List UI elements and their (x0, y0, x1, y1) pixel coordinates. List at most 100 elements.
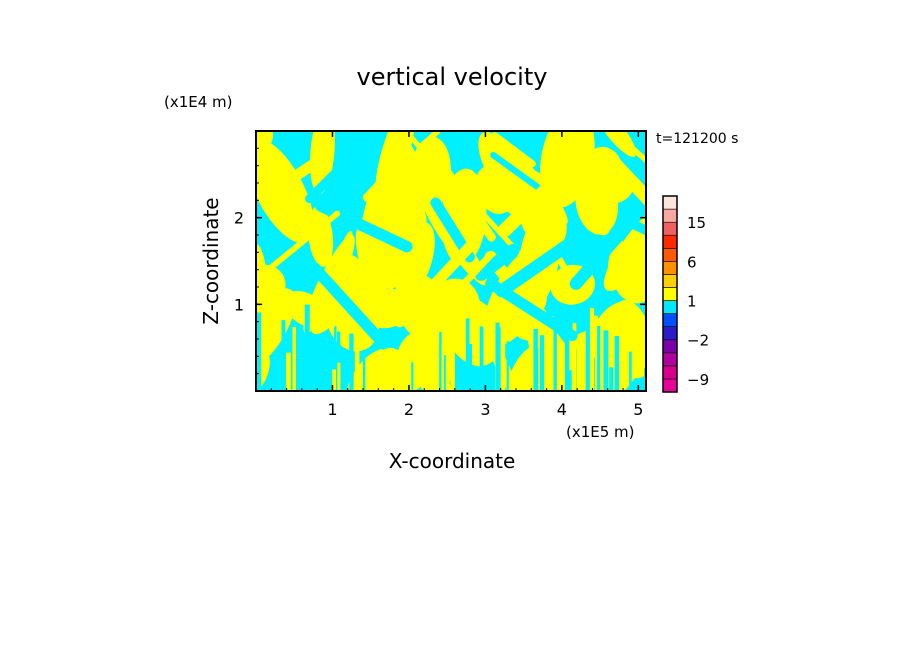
colorbar-segment (662, 352, 678, 367)
velocity-band (498, 178, 558, 237)
positive-velocity-patch (310, 131, 335, 195)
plot-frame (255, 130, 647, 392)
velocity-streak (372, 353, 376, 391)
positive-velocity-patch (409, 136, 451, 212)
x-tick-label: 1 (327, 400, 337, 419)
colorbar-segment (662, 234, 678, 249)
velocity-streak (336, 331, 341, 391)
velocity-streak (426, 357, 431, 391)
velocity-band (362, 165, 397, 202)
positive-velocity-patch (609, 300, 646, 379)
colorbar-segment (662, 274, 678, 288)
velocity-streak (337, 362, 341, 391)
x-tick-label: 5 (633, 400, 643, 419)
colorbar-tick-label: 6 (687, 253, 697, 271)
velocity-streak (450, 310, 455, 391)
velocity-streak (468, 343, 472, 391)
velocity-streak (552, 303, 557, 391)
x-axis-label: X-coordinate (389, 449, 516, 473)
velocity-streak (334, 326, 337, 391)
chart-title: vertical velocity (357, 63, 548, 91)
positive-velocity-patch (256, 288, 296, 370)
x-tick-label: 3 (480, 400, 490, 419)
velocity-streak (566, 370, 572, 391)
velocity-streak (443, 355, 446, 391)
velocity-band (491, 132, 536, 168)
velocity-streak (522, 362, 527, 391)
colorbar-segment (662, 326, 678, 341)
velocity-band (490, 151, 542, 191)
velocity-band (600, 148, 646, 226)
velocity-streak (413, 339, 416, 391)
colorbar-segment (662, 260, 678, 275)
velocity-band (541, 267, 580, 301)
velocity-streak (495, 322, 500, 391)
velocity-streak (533, 348, 539, 391)
velocity-streak (614, 335, 620, 391)
colorbar-segment (662, 365, 678, 380)
velocity-band (309, 262, 390, 350)
velocity-streak (349, 333, 354, 391)
velocity-band (305, 147, 362, 204)
velocity-streak (354, 309, 360, 391)
velocity-streak (589, 308, 595, 391)
colorbar-frame (662, 195, 678, 393)
velocity-band (394, 237, 479, 328)
velocity-streak (603, 330, 609, 391)
velocity-streak (479, 326, 484, 391)
velocity-streak (621, 331, 625, 391)
velocity-streak (375, 369, 380, 391)
velocity-streak (572, 323, 577, 391)
velocity-streak (304, 304, 310, 391)
colorbar-segment (662, 287, 678, 301)
velocity-streak (497, 326, 503, 391)
velocity-streak (609, 367, 614, 391)
velocity-band (566, 175, 611, 236)
colorbar-segment (662, 378, 678, 393)
colorbar-tick-label: −2 (687, 332, 709, 350)
x-axis-ticks: 1 2 3 4 5 (270, 131, 643, 419)
velocity-streak (362, 349, 366, 391)
velocity-band (273, 149, 333, 193)
velocity-band (440, 251, 494, 309)
velocity-band (606, 131, 646, 164)
velocity-streak (332, 369, 336, 391)
colorbar-tick-label: −9 (687, 371, 709, 389)
velocity-streak (597, 325, 601, 391)
time-label: t=121200 s (656, 131, 738, 147)
velocity-streak (292, 326, 296, 391)
y-unit-label: (x1E4 m) (164, 93, 233, 111)
y-axis-label: Z-coordinate (199, 197, 223, 324)
velocity-streak (281, 365, 285, 391)
velocity-streak (439, 331, 442, 391)
positive-velocity-patch (256, 264, 286, 312)
positive-velocity-patch (603, 198, 646, 292)
velocity-streak (593, 315, 599, 391)
x-unit-label: (x1E5 m) (566, 423, 635, 441)
velocity-band (261, 210, 341, 276)
colorbar-segment (662, 221, 678, 236)
y-axis-ticks: 12 (234, 147, 646, 375)
velocity-band (495, 237, 576, 298)
velocity-streak (465, 318, 470, 391)
y-tick-label: 1 (234, 295, 244, 314)
velocity-band (569, 215, 637, 290)
x-tick-label: 2 (404, 400, 414, 419)
y-tick-label: 2 (234, 209, 244, 228)
velocity-streak (281, 320, 286, 391)
velocity-streak (506, 341, 509, 391)
velocity-streak (550, 316, 554, 391)
positive-velocity-patch (575, 168, 619, 235)
velocity-streak (566, 313, 569, 391)
positive-velocity-patch (311, 278, 359, 335)
positive-velocity-patch (475, 165, 516, 214)
colorbar-tick-label: 15 (687, 214, 706, 232)
colorbar: 15 6 1 −2 −9 (662, 195, 709, 393)
colorbar-segment (662, 313, 678, 328)
velocity-streak (441, 344, 444, 391)
velocity-streak (256, 312, 262, 391)
velocity-band (442, 167, 496, 242)
colorbar-segment (662, 339, 678, 354)
velocity-streak (585, 324, 591, 391)
